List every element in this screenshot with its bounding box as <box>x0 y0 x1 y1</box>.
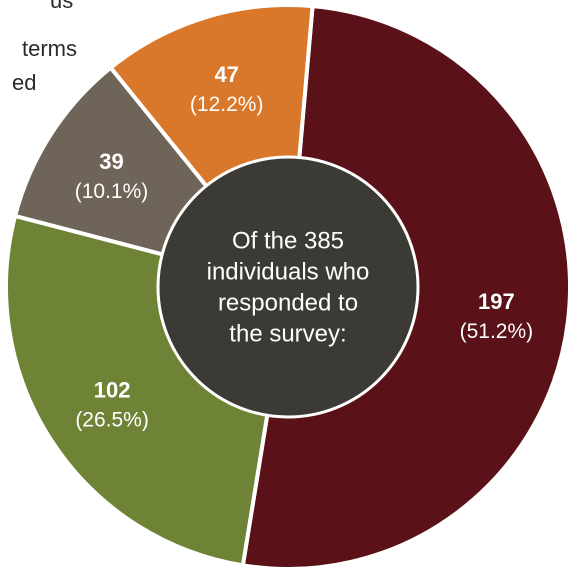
background-text-line: terms <box>22 36 77 61</box>
slice-percent-label: (10.1%) <box>75 180 149 203</box>
center-disc <box>156 155 420 419</box>
background-text-line: us <box>50 0 74 13</box>
slice-value-label: 39 <box>99 149 123 174</box>
background-text-line: ed <box>12 70 37 95</box>
center-label-line: the survey: <box>229 321 346 348</box>
slice-percent-label: (12.2%) <box>190 93 264 116</box>
background-text: us terms ed <box>0 0 150 190</box>
center-label-line: individuals who <box>207 259 370 286</box>
slice-value-label: 47 <box>214 62 238 87</box>
slice-value-label: 102 <box>94 378 131 403</box>
labels-layer: 197 (51.2%) 102 (26.5%) 39 (10.1%) 47 (12.2%) <box>75 62 533 432</box>
slice-percent-label: (51.2%) <box>460 320 534 343</box>
slice-value-label: 197 <box>478 289 515 314</box>
slice-percent-label: (26.5%) <box>75 409 149 432</box>
center-label-line: Of the 385 <box>232 228 344 255</box>
center-label-line: responded to <box>218 290 358 317</box>
center-label: Of the 385 individuals who responded to the… <box>207 228 370 348</box>
